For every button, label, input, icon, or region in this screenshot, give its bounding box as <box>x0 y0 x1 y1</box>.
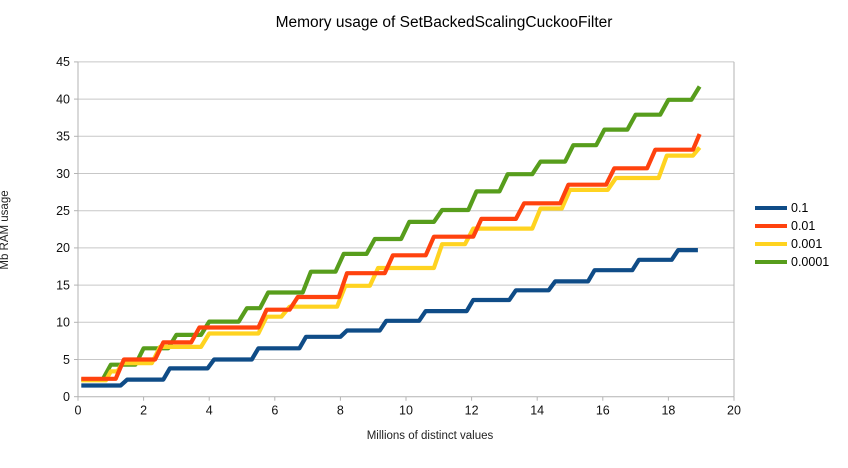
legend-item-0.01: 0.01 <box>755 217 829 235</box>
x-tick-label: 16 <box>596 404 610 418</box>
legend-item-0.0001: 0.0001 <box>755 253 829 271</box>
y-tick-label: 10 <box>56 316 70 330</box>
chart-title: Memory usage of SetBackedScalingCuckooFi… <box>275 14 613 31</box>
x-tick-label: 18 <box>661 404 675 418</box>
y-tick-label: 5 <box>63 353 70 367</box>
legend-label: 0.01 <box>791 219 816 233</box>
legend-line-swatch <box>755 260 787 264</box>
x-tick-label: 0 <box>75 404 82 418</box>
y-tick-label: 45 <box>56 55 70 69</box>
x-tick-label: 10 <box>399 404 413 418</box>
legend-item-0.001: 0.001 <box>755 235 829 253</box>
y-tick-label: 40 <box>56 92 70 106</box>
y-tick-label: 0 <box>63 390 70 404</box>
legend-line-swatch <box>755 242 787 246</box>
chart-legend: 0.1 0.01 0.001 0.0001 <box>755 199 829 271</box>
x-tick-label: 20 <box>727 404 741 418</box>
x-tick-label: 4 <box>206 404 213 418</box>
y-tick-label: 25 <box>56 204 70 218</box>
y-tick-label: 20 <box>56 241 70 255</box>
x-tick-label: 12 <box>465 404 479 418</box>
x-tick-label: 6 <box>271 404 278 418</box>
series-line-0.001 <box>81 146 702 383</box>
legend-label: 0.001 <box>791 237 823 251</box>
legend-line-swatch <box>755 206 787 210</box>
legend-label: 0.1 <box>791 201 809 215</box>
x-axis-title: Millions of distinct values <box>366 430 494 442</box>
y-tick-label: 15 <box>56 278 70 292</box>
series-line-0.01 <box>81 133 702 381</box>
y-axis-title: Mb RAM usage <box>0 190 11 270</box>
y-tick-label: 35 <box>56 130 70 144</box>
x-tick-label: 14 <box>530 404 544 418</box>
x-tick-label: 8 <box>337 404 344 418</box>
x-tick-label: 2 <box>140 404 147 418</box>
series-line-0.1 <box>81 248 698 388</box>
legend-line-swatch <box>755 224 787 228</box>
y-tick-label: 30 <box>56 167 70 181</box>
legend-item-0.1: 0.1 <box>755 199 829 217</box>
legend-label: 0.0001 <box>791 255 830 269</box>
series-line-0.0001 <box>81 85 702 382</box>
